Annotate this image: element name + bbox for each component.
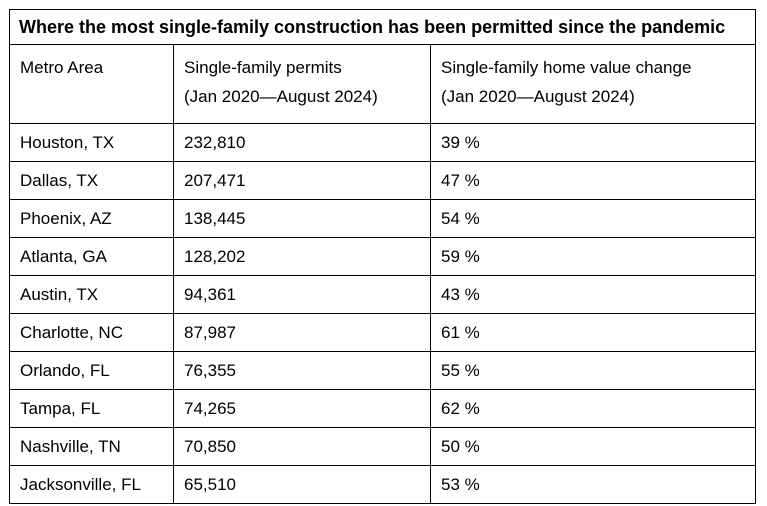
value-change-cell: 55 % xyxy=(430,351,756,390)
metro-cell: Charlotte, NC xyxy=(9,313,174,352)
permits-table: Where the most single-family constructio… xyxy=(9,9,756,504)
value-change-cell: 53 % xyxy=(430,465,756,504)
permits-cell: 232,810 xyxy=(173,123,431,162)
metro-cell: Nashville, TN xyxy=(9,427,174,466)
permits-cell: 70,850 xyxy=(173,427,431,466)
table-row: Orlando, FL 76,355 55 % xyxy=(9,351,756,390)
table-row: Dallas, TX 207,471 47 % xyxy=(9,161,756,200)
metro-cell: Atlanta, GA xyxy=(9,237,174,276)
permits-cell: 138,445 xyxy=(173,199,431,238)
table-row: Atlanta, GA 128,202 59 % xyxy=(9,237,756,276)
title-row: Where the most single-family constructio… xyxy=(9,9,756,45)
permits-cell: 74,265 xyxy=(173,389,431,428)
table-row: Phoenix, AZ 138,445 54 % xyxy=(9,199,756,238)
permits-cell: 87,987 xyxy=(173,313,431,352)
header-metro-area-label: Metro Area xyxy=(20,58,104,77)
header-metro-area: Metro Area xyxy=(9,44,174,124)
table-title: Where the most single-family constructio… xyxy=(9,9,756,45)
value-change-cell: 61 % xyxy=(430,313,756,352)
value-change-cell: 47 % xyxy=(430,161,756,200)
header-row: Metro Area Single-family permits (Jan 20… xyxy=(9,44,756,124)
permits-cell: 65,510 xyxy=(173,465,431,504)
table-row: Houston, TX 232,810 39 % xyxy=(9,123,756,162)
table-row: Tampa, FL 74,265 62 % xyxy=(9,389,756,428)
header-value-change-period: (Jan 2020—August 2024) xyxy=(441,87,635,106)
header-permits-period: (Jan 2020—August 2024) xyxy=(184,87,378,106)
value-change-cell: 50 % xyxy=(430,427,756,466)
metro-cell: Orlando, FL xyxy=(9,351,174,390)
table-row: Austin, TX 94,361 43 % xyxy=(9,275,756,314)
header-value-change-label: Single-family home value change xyxy=(441,58,692,77)
header-permits-label: Single-family permits xyxy=(184,58,342,77)
metro-cell: Dallas, TX xyxy=(9,161,174,200)
header-permits: Single-family permits (Jan 2020—August 2… xyxy=(173,44,431,124)
value-change-cell: 43 % xyxy=(430,275,756,314)
value-change-cell: 62 % xyxy=(430,389,756,428)
header-value-change: Single-family home value change (Jan 202… xyxy=(430,44,756,124)
permits-cell: 94,361 xyxy=(173,275,431,314)
value-change-cell: 39 % xyxy=(430,123,756,162)
metro-cell: Houston, TX xyxy=(9,123,174,162)
permits-cell: 207,471 xyxy=(173,161,431,200)
table-row: Jacksonville, FL 65,510 53 % xyxy=(9,465,756,504)
metro-cell: Tampa, FL xyxy=(9,389,174,428)
metro-cell: Austin, TX xyxy=(9,275,174,314)
table-row: Nashville, TN 70,850 50 % xyxy=(9,427,756,466)
metro-cell: Jacksonville, FL xyxy=(9,465,174,504)
permits-cell: 128,202 xyxy=(173,237,431,276)
metro-cell: Phoenix, AZ xyxy=(9,199,174,238)
value-change-cell: 59 % xyxy=(430,237,756,276)
permits-cell: 76,355 xyxy=(173,351,431,390)
table-row: Charlotte, NC 87,987 61 % xyxy=(9,313,756,352)
value-change-cell: 54 % xyxy=(430,199,756,238)
